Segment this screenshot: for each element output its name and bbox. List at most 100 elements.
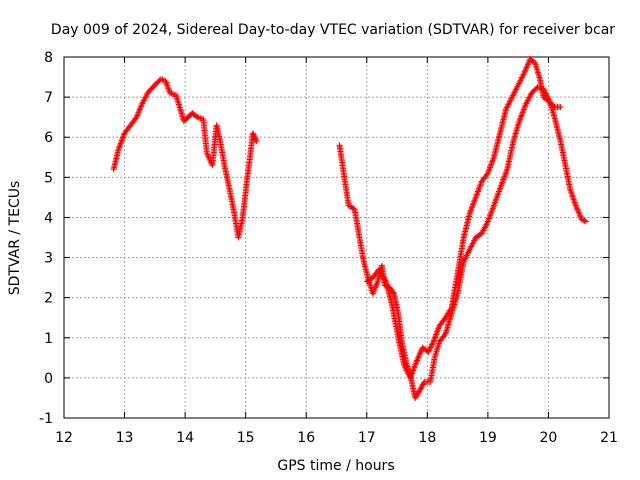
data-point-marker [520,106,527,113]
data-point-marker [431,335,438,342]
x-tick-label: 16 [297,430,315,446]
data-point-marker [485,167,492,174]
data-point-marker [521,103,528,110]
data-point-marker [441,332,448,339]
data-point-marker [489,158,496,165]
data-point-marker [489,157,496,164]
data-point-marker [503,169,510,176]
data-point-marker [471,198,478,205]
data-point-marker [433,330,440,337]
data-point-marker [470,200,477,207]
data-point-marker [416,351,423,358]
y-tick-label: 1 [44,331,53,347]
y-tick-label: 3 [44,251,53,267]
data-point-marker [417,385,424,392]
y-tick-label: -1 [39,411,53,427]
data-point-marker [118,137,125,144]
data-point-marker [117,141,124,148]
data-point-marker [557,104,564,111]
data-point-marker [467,208,474,215]
y-tick-label: 6 [44,130,53,146]
data-point-marker [408,371,415,378]
data-point-marker [411,364,418,371]
data-point-marker [252,136,259,143]
data-point-marker [435,325,442,332]
data-point-marker [117,140,124,147]
data-point-marker [486,165,493,172]
x-tick-label: 17 [358,430,376,446]
data-point-marker [477,182,484,189]
data-point-marker [417,350,424,357]
data-point-marker [428,343,435,350]
data-point-marker [250,131,257,138]
data-point-marker [498,182,505,189]
data-point-marker [432,332,439,339]
data-point-marker [485,216,492,223]
data-point-marker [521,105,528,112]
data-point-marker [486,214,493,221]
data-point-marker [418,384,425,391]
data-point-marker [484,170,491,177]
data-point-marker [252,135,259,142]
x-tick-label: 14 [176,430,194,446]
data-point-marker [412,360,419,367]
data-point-marker [426,345,433,352]
data-point-marker [518,112,525,119]
data-point-marker [417,386,424,393]
data-point-marker [487,211,494,218]
data-point-marker [120,133,127,140]
data-point-marker [503,167,510,174]
data-point-marker [432,334,439,341]
chart-title: Day 009 of 2024, Sidereal Day-to-day VTE… [51,22,615,38]
data-point-marker [474,190,481,197]
data-point-marker [166,90,173,97]
data-point-marker [550,102,557,109]
x-tick-label: 20 [540,430,558,446]
data-point-marker [468,206,475,213]
plot-frame [63,56,610,419]
data-point-marker [430,337,437,344]
data-point-marker [524,61,531,68]
data-point-marker [575,209,582,216]
x-tick-label: 13 [116,430,134,446]
data-point-marker [251,134,258,141]
data-point-marker [516,116,523,123]
data-point-marker [488,160,495,167]
data-point-marker [434,327,441,334]
data-point-marker [407,373,414,380]
data-point-marker [578,216,585,223]
data-point-marker [488,208,495,215]
data-point-marker [519,110,526,117]
data-point-marker [523,65,530,72]
data-point-marker [573,205,580,212]
data-point-marker [467,207,474,214]
data-point-marker [580,217,587,224]
data-point-marker [524,63,531,70]
data-point-marker [407,374,414,381]
data-point-marker [473,192,480,199]
data-point-marker [251,132,258,139]
data-point-marker [572,202,579,209]
x-tick-label: 19 [479,430,497,446]
data-point-marker [485,215,492,222]
data-point-marker [521,70,528,77]
data-point-marker [470,201,477,208]
data-point-marker [516,118,523,125]
data-point-marker [412,361,419,368]
data-point-marker [115,146,122,153]
data-point-marker [409,370,416,377]
data-point-marker [472,194,479,201]
data-point-marker [475,187,482,194]
data-point-marker [164,84,171,91]
data-markers [110,56,589,401]
data-point-marker [426,347,433,354]
data-point-marker [499,179,506,186]
data-point-marker [414,356,421,363]
data-point-marker [116,144,123,151]
data-point-marker [411,363,418,370]
data-point-marker [582,218,589,225]
data-point-marker [490,203,497,210]
data-point-marker [501,173,508,180]
data-point-marker [517,115,524,122]
data-point-marker [500,175,507,182]
